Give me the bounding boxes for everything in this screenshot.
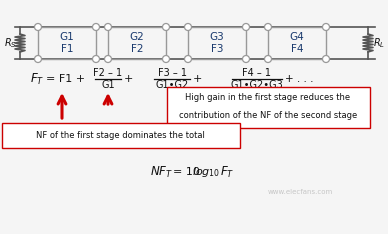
Text: G1: G1 (60, 32, 74, 42)
Text: G1: G1 (101, 80, 115, 90)
Circle shape (92, 55, 99, 62)
Circle shape (322, 23, 329, 30)
Circle shape (104, 23, 111, 30)
Circle shape (104, 55, 111, 62)
Text: $F_T$: $F_T$ (220, 165, 234, 179)
Text: F1: F1 (61, 44, 73, 54)
Text: +: + (193, 74, 203, 84)
Text: G4: G4 (289, 32, 304, 42)
Circle shape (92, 23, 99, 30)
Bar (188, 27, 246, 59)
Text: $R_L$: $R_L$ (373, 36, 385, 50)
Text: F4: F4 (291, 44, 303, 54)
Text: G2: G2 (130, 32, 144, 42)
Text: = F1 +: = F1 + (46, 74, 85, 84)
Text: F3 – 1: F3 – 1 (158, 69, 187, 78)
Text: NF of the first stage dominates the total: NF of the first stage dominates the tota… (36, 131, 205, 139)
Text: F2: F2 (131, 44, 143, 54)
Text: F3: F3 (211, 44, 223, 54)
Circle shape (242, 23, 249, 30)
Circle shape (35, 23, 42, 30)
Text: High gain in the first stage reduces the: High gain in the first stage reduces the (185, 94, 351, 102)
Text: $NF_T$: $NF_T$ (150, 165, 173, 179)
Text: G3: G3 (210, 32, 224, 42)
Text: contribution of the NF of the second stage: contribution of the NF of the second sta… (179, 111, 357, 121)
Bar (38, 27, 96, 59)
Circle shape (265, 55, 272, 62)
Circle shape (242, 55, 249, 62)
Text: $log_{10}$: $log_{10}$ (192, 165, 220, 179)
Text: $R_S$: $R_S$ (3, 36, 16, 50)
Circle shape (265, 23, 272, 30)
FancyBboxPatch shape (2, 123, 239, 147)
Text: www.elecfans.com: www.elecfans.com (267, 189, 333, 195)
Text: F2 – 1: F2 – 1 (94, 69, 123, 78)
Circle shape (185, 55, 192, 62)
Text: F4 – 1: F4 – 1 (242, 69, 272, 78)
Circle shape (163, 55, 170, 62)
FancyBboxPatch shape (166, 87, 369, 128)
Text: G1•G2•G3: G1•G2•G3 (230, 80, 283, 90)
Circle shape (185, 23, 192, 30)
Text: G1•G2: G1•G2 (155, 80, 189, 90)
Bar (108, 27, 166, 59)
Text: $F_T$: $F_T$ (30, 71, 44, 87)
Circle shape (35, 55, 42, 62)
Circle shape (163, 23, 170, 30)
Circle shape (322, 55, 329, 62)
Text: +: + (124, 74, 133, 84)
Text: = 10: = 10 (173, 167, 203, 177)
Text: + . . .: + . . . (285, 74, 314, 84)
Bar (268, 27, 326, 59)
